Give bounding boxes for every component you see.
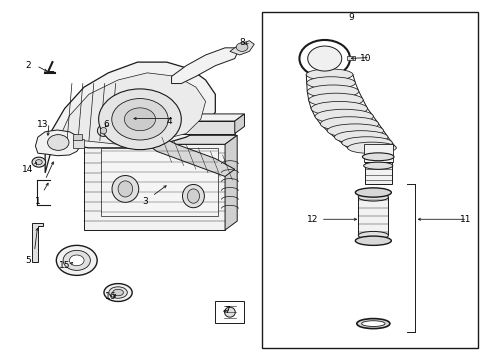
Polygon shape — [45, 62, 215, 173]
Ellipse shape — [347, 142, 395, 154]
Circle shape — [32, 157, 45, 167]
Circle shape — [69, 255, 84, 266]
Polygon shape — [147, 137, 234, 176]
Polygon shape — [125, 121, 234, 134]
Ellipse shape — [224, 307, 235, 317]
Circle shape — [112, 99, 168, 140]
Ellipse shape — [109, 287, 127, 298]
Polygon shape — [35, 130, 81, 156]
Ellipse shape — [306, 85, 358, 98]
Ellipse shape — [305, 69, 352, 80]
Bar — [365, 162, 391, 184]
Bar — [73, 139, 84, 148]
Polygon shape — [84, 135, 237, 144]
Ellipse shape — [118, 181, 132, 197]
Polygon shape — [125, 114, 244, 121]
Circle shape — [236, 43, 247, 51]
Ellipse shape — [363, 162, 392, 169]
Text: 15: 15 — [59, 261, 70, 270]
Text: 8: 8 — [239, 38, 244, 47]
Ellipse shape — [182, 184, 204, 208]
Ellipse shape — [187, 189, 199, 203]
Ellipse shape — [356, 319, 389, 329]
Circle shape — [63, 250, 90, 270]
Text: 14: 14 — [22, 165, 34, 174]
Text: 16: 16 — [105, 292, 116, 301]
Circle shape — [47, 135, 69, 150]
Ellipse shape — [310, 102, 367, 116]
Ellipse shape — [113, 289, 123, 296]
Bar — [261, 12, 477, 348]
Text: 13: 13 — [37, 120, 48, 129]
Ellipse shape — [355, 188, 390, 197]
Polygon shape — [229, 41, 254, 55]
Bar — [73, 134, 82, 140]
Polygon shape — [31, 223, 42, 262]
Ellipse shape — [358, 231, 387, 239]
Text: 6: 6 — [103, 120, 108, 129]
Ellipse shape — [334, 131, 387, 144]
Ellipse shape — [320, 117, 378, 131]
Ellipse shape — [306, 77, 355, 89]
Polygon shape — [84, 144, 224, 230]
Ellipse shape — [112, 176, 139, 202]
Text: 5: 5 — [25, 256, 31, 265]
Text: 10: 10 — [360, 54, 371, 63]
Bar — [215, 301, 244, 323]
Text: 3: 3 — [142, 197, 147, 206]
Ellipse shape — [341, 137, 391, 149]
Ellipse shape — [361, 321, 384, 327]
Text: 12: 12 — [306, 215, 318, 224]
Circle shape — [124, 108, 155, 131]
Polygon shape — [101, 148, 217, 216]
Text: 7: 7 — [224, 306, 230, 315]
Ellipse shape — [358, 193, 387, 201]
Polygon shape — [171, 48, 239, 84]
Circle shape — [307, 46, 341, 71]
Circle shape — [56, 246, 97, 275]
Ellipse shape — [97, 125, 109, 136]
Polygon shape — [234, 114, 244, 134]
Text: 2: 2 — [25, 61, 31, 70]
Ellipse shape — [355, 236, 390, 246]
Text: 11: 11 — [459, 215, 470, 224]
Text: 1: 1 — [35, 197, 41, 206]
Ellipse shape — [100, 127, 106, 134]
Ellipse shape — [308, 93, 363, 107]
Circle shape — [35, 159, 42, 165]
Polygon shape — [363, 144, 392, 162]
Text: 9: 9 — [348, 13, 354, 22]
Bar — [346, 56, 355, 60]
Ellipse shape — [104, 284, 132, 301]
Polygon shape — [60, 73, 205, 144]
Circle shape — [99, 89, 181, 150]
Ellipse shape — [314, 109, 372, 123]
Ellipse shape — [326, 124, 383, 138]
Bar — [358, 197, 387, 235]
Ellipse shape — [362, 153, 393, 161]
Circle shape — [299, 40, 349, 77]
Polygon shape — [224, 135, 237, 230]
Text: 4: 4 — [166, 117, 172, 126]
